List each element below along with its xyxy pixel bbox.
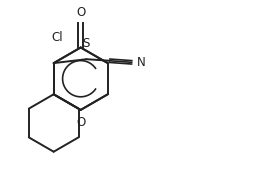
Text: O: O (76, 116, 85, 129)
Text: Cl: Cl (52, 31, 63, 44)
Text: O: O (76, 6, 85, 19)
Text: N: N (137, 56, 145, 69)
Text: S: S (83, 37, 90, 50)
